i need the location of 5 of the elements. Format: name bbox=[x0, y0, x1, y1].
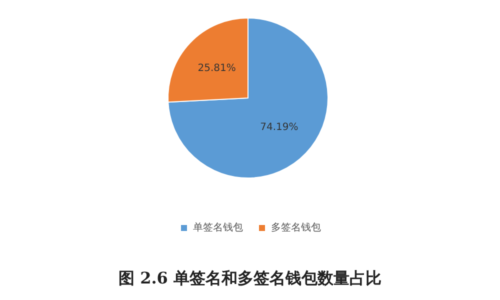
data-label: 74.19% bbox=[260, 122, 298, 134]
data-label: 25.81% bbox=[198, 62, 236, 74]
legend-label: 多签名钱包 bbox=[271, 222, 321, 234]
caption: 图 2.6 单签名和多签名钱包数量占比 bbox=[118, 268, 382, 288]
legend-label: 单签名钱包 bbox=[193, 222, 243, 234]
